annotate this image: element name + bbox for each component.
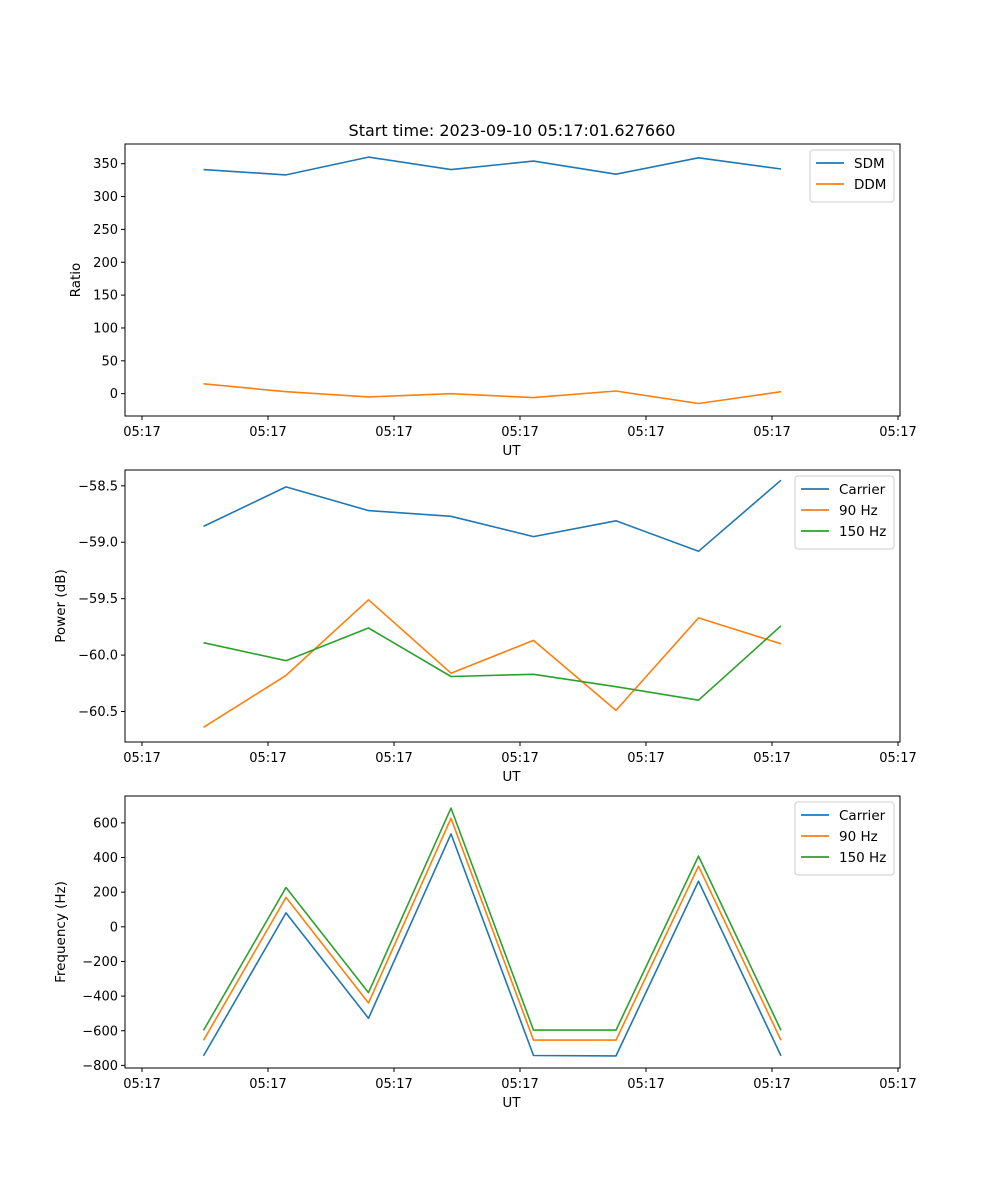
x-tick-label: 05:17 (753, 751, 790, 766)
axes-frame (124, 469, 901, 743)
x-axis-label: UT (502, 769, 521, 785)
x-tick-label: 05:17 (249, 751, 286, 766)
y-tick-label: 350 (93, 157, 118, 172)
series-line-carrier (202, 833, 782, 1057)
legend-label: 90 Hz (839, 503, 878, 519)
x-tick-label: 05:17 (879, 751, 916, 766)
y-tick-label: 300 (93, 190, 118, 205)
y-tick-label: 250 (93, 223, 118, 238)
x-tick-label: 05:17 (627, 751, 664, 766)
x-tick-label: 05:17 (753, 425, 790, 440)
power-panel: −60.5 −60.0 −59.5 −59.0 −58.5 05:17 05:17 05:17… (53, 469, 917, 785)
y-axis-label: Power (dB) (53, 569, 69, 642)
x-tick-label: 05:17 (879, 425, 916, 440)
y-tick-label: −60.0 (78, 649, 118, 664)
y-tick-label: −59.0 (78, 536, 118, 551)
y-tick-label: −58.5 (78, 479, 118, 494)
x-axis-label: UT (502, 1095, 521, 1111)
x-tick-label: 05:17 (627, 1077, 664, 1092)
x-tick-label: 05:17 (249, 425, 286, 440)
y-tick-label: 400 (93, 851, 118, 866)
y-tick-label: 100 (93, 321, 118, 336)
y-tick-label: 200 (93, 256, 118, 271)
y-axis-label: Frequency (Hz) (53, 881, 69, 983)
y-axis-label: Ratio (68, 263, 84, 298)
x-tick-label: 05:17 (501, 425, 538, 440)
legend-label: SDM (854, 156, 885, 172)
x-tick-label: 05:17 (375, 751, 412, 766)
legend-label: 90 Hz (839, 829, 878, 845)
x-tick-label: 05:17 (375, 425, 412, 440)
series-line-sdm (203, 156, 782, 176)
legend-label: 150 Hz (839, 850, 886, 866)
y-tick-label: −60.5 (78, 705, 118, 720)
x-tick-label: 05:17 (123, 751, 160, 766)
y-tick-label: −800 (82, 1059, 118, 1074)
series-line-90-hz (202, 817, 782, 1041)
y-tick-label: 150 (93, 289, 118, 304)
series-line-150-hz (203, 625, 782, 702)
x-tick-label: 05:17 (753, 1077, 790, 1092)
y-tick-label: 600 (93, 816, 118, 831)
y-tick-label: −200 (82, 955, 118, 970)
series-line-150-hz (202, 807, 782, 1031)
series-line-carrier (203, 479, 782, 553)
y-tick-label: −600 (82, 1024, 118, 1039)
series-line-ddm (203, 383, 782, 405)
legend-label: Carrier (839, 482, 886, 498)
legend-label: 150 Hz (839, 524, 886, 540)
x-tick-label: 05:17 (627, 425, 664, 440)
axes-frame (124, 143, 901, 417)
x-tick-label: 05:17 (501, 751, 538, 766)
figure-title: Start time: 2023-09-10 05:17:01.627660 (349, 121, 676, 140)
x-tick-label: 05:17 (123, 425, 160, 440)
y-tick-label: 0 (110, 387, 118, 402)
x-tick-label: 05:17 (501, 1077, 538, 1092)
y-tick-label: −59.5 (78, 592, 118, 607)
y-tick-label: 200 (93, 886, 118, 901)
x-tick-label: 05:17 (249, 1077, 286, 1092)
x-tick-label: 05:17 (375, 1077, 412, 1092)
ratio-panel: 0 50 100 150 200 250 300 350 05:17 05:17 05:17 05:1… (68, 143, 917, 459)
axes-frame (124, 795, 901, 1069)
y-tick-label: −400 (82, 990, 118, 1005)
legend-label: DDM (854, 177, 886, 193)
x-axis-label: UT (502, 443, 521, 459)
x-tick-label: 05:17 (123, 1077, 160, 1092)
legend-label: Carrier (839, 808, 886, 824)
y-tick-label: 0 (110, 920, 118, 935)
x-tick-label: 05:17 (879, 1077, 916, 1092)
frequency-panel: −800 −600 −400 −200 0 200 400 600 05:17 05:17 05:1… (53, 795, 917, 1111)
series-line-90-hz (203, 598, 782, 728)
y-tick-label: 50 (101, 354, 118, 369)
